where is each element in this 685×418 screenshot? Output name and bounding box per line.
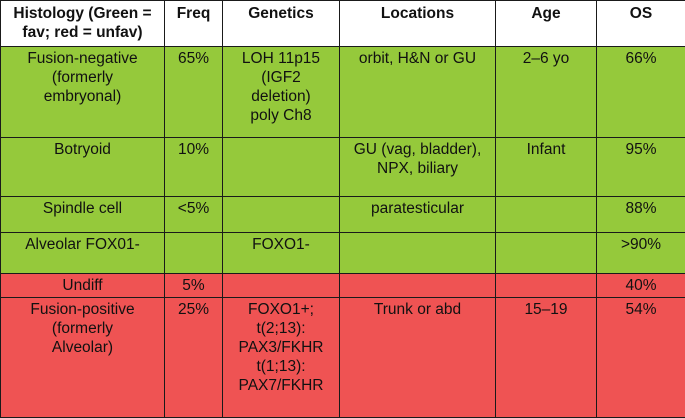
cell-os: 54%	[596, 297, 685, 418]
cell-genetics: LOH 11p15 (IGF2 deletion) poly Ch8	[222, 45, 340, 139]
cell-age	[495, 195, 597, 234]
cell-freq: 10%	[164, 137, 223, 197]
cell-os: 88%	[596, 195, 685, 234]
cell-age: Infant	[495, 137, 597, 197]
cell-histology: Spindle cell	[0, 195, 165, 234]
cell-locations: GU (vag, bladder), NPX, biliary	[339, 137, 496, 197]
cell-age: 2–6 yo	[495, 45, 597, 139]
cell-locations	[339, 273, 496, 299]
header-os: OS	[596, 0, 685, 47]
header-age: Age	[495, 0, 597, 47]
cell-freq: 65%	[164, 45, 223, 139]
cell-genetics	[222, 273, 340, 299]
cell-os: >90%	[596, 232, 685, 275]
table-row: Alveolar FOX01- FOXO1- >90%	[0, 232, 685, 275]
cell-freq	[164, 232, 223, 275]
cell-genetics	[222, 195, 340, 234]
header-genetics: Genetics	[222, 0, 340, 47]
header-histology: Histology (Green = fav; red = unfav)	[0, 0, 165, 47]
cell-freq: 25%	[164, 297, 223, 418]
table-row: Spindle cell <5% paratesticular 88%	[0, 195, 685, 234]
cell-histology: Botryoid	[0, 137, 165, 197]
header-row: Histology (Green = fav; red = unfav) Fre…	[0, 0, 685, 47]
cell-os: 40%	[596, 273, 685, 299]
table-row: Botryoid 10% GU (vag, bladder), NPX, bil…	[0, 137, 685, 197]
cell-locations: paratesticular	[339, 195, 496, 234]
cell-locations	[339, 232, 496, 275]
cell-histology: Fusion-negative (formerly embryonal)	[0, 45, 165, 139]
cell-age	[495, 232, 597, 275]
cell-genetics: FOXO1-	[222, 232, 340, 275]
table-row: Undiff 5% 40%	[0, 273, 685, 299]
cell-histology: Undiff	[0, 273, 165, 299]
cell-age	[495, 273, 597, 299]
cell-locations: orbit, H&N or GU	[339, 45, 496, 139]
cell-histology: Alveolar FOX01-	[0, 232, 165, 275]
cell-histology: Fusion-positive (formerly Alveolar)	[0, 297, 165, 418]
cell-os: 66%	[596, 45, 685, 139]
cell-genetics: FOXO1+; t(2;13): PAX3/FKHR t(1;13): PAX7…	[222, 297, 340, 418]
cell-freq: 5%	[164, 273, 223, 299]
cell-locations: Trunk or abd	[339, 297, 496, 418]
cell-os: 95%	[596, 137, 685, 197]
cell-genetics	[222, 137, 340, 197]
cell-age: 15–19	[495, 297, 597, 418]
table-row: Fusion-negative (formerly embryonal) 65%…	[0, 45, 685, 139]
header-freq: Freq	[164, 0, 223, 47]
table-row: Fusion-positive (formerly Alveolar) 25% …	[0, 297, 685, 418]
cell-freq: <5%	[164, 195, 223, 234]
header-locations: Locations	[339, 0, 496, 47]
